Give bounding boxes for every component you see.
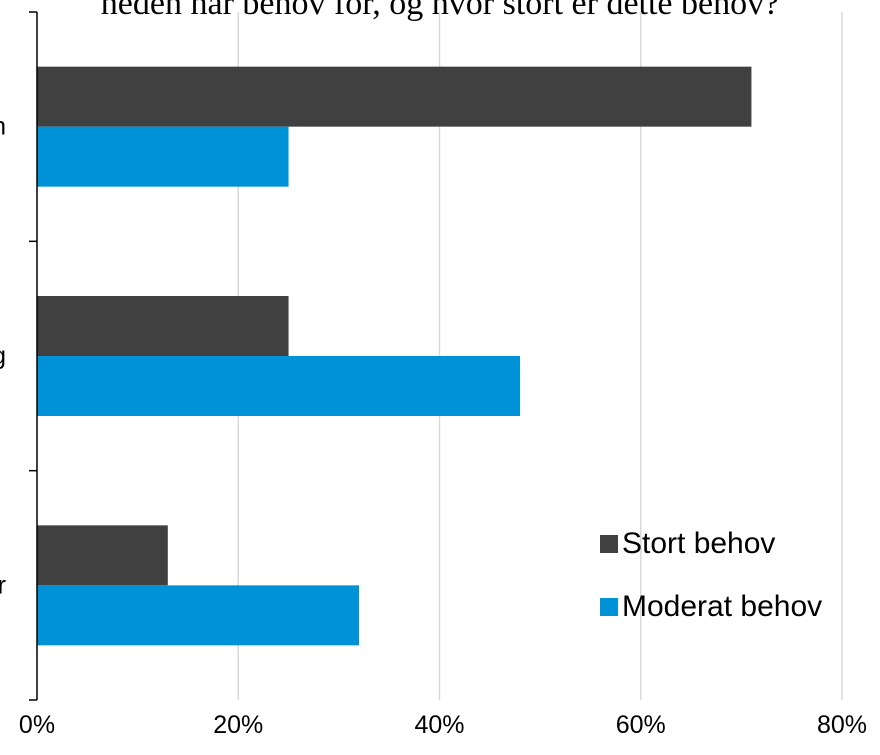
legend-label: Moderat behov	[622, 590, 822, 623]
category-label: r	[0, 571, 6, 599]
category-label: n	[0, 113, 6, 141]
chart-title: heden har behov for, og hvor stort er de…	[101, 0, 779, 22]
category-label: g	[0, 342, 6, 370]
legend-swatch-stort-behov	[600, 535, 618, 553]
category-labels: n g r	[0, 113, 6, 600]
x-tick-label: 0%	[19, 711, 55, 739]
bars	[37, 66, 752, 646]
legend-label: Stort behov	[622, 527, 775, 560]
x-tick-label: 40%	[414, 711, 464, 739]
x-tick-label: 80%	[817, 711, 867, 739]
legend: Stort behov Moderat behov	[600, 527, 822, 623]
x-tick-label: 20%	[213, 711, 263, 739]
bar-stort-behov-1	[37, 296, 289, 356]
bar-moderat-behov-0	[37, 126, 289, 187]
bar-stort-behov-2	[37, 525, 168, 586]
x-tick-labels: 0% 20% 40% 60% 80%	[19, 711, 867, 739]
bar-moderat-behov-1	[37, 356, 520, 416]
bar-stort-behov-0	[37, 66, 752, 127]
bar-moderat-behov-2	[37, 585, 359, 646]
x-tick-label: 60%	[616, 711, 666, 739]
axes	[29, 11, 38, 701]
legend-swatch-moderat-behov	[600, 598, 618, 616]
